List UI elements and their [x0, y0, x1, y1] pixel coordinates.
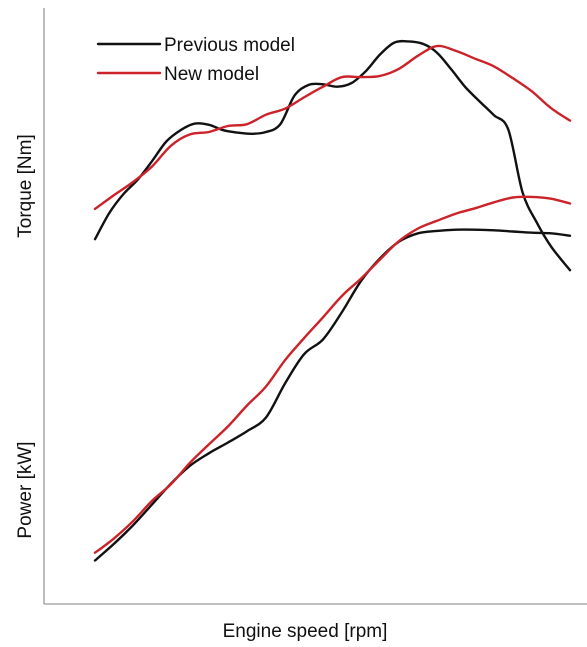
- new-model-power-line: [93, 195, 572, 554]
- y-axis-title-torque: Torque [Nm]: [15, 134, 36, 237]
- y-axis-title-power: Power [kW]: [15, 441, 36, 538]
- new-model-torque-line: [93, 44, 572, 211]
- x-axis-title: Engine speed [rpm]: [223, 621, 388, 642]
- legend: Previous model New model: [96, 35, 295, 85]
- legend-label-previous-model: Previous model: [164, 35, 295, 56]
- series-layer: [93, 39, 572, 562]
- previous-model-power-line: [93, 228, 572, 562]
- legend-label-new-model: New model: [164, 64, 259, 85]
- previous-model-torque-line: [93, 39, 572, 272]
